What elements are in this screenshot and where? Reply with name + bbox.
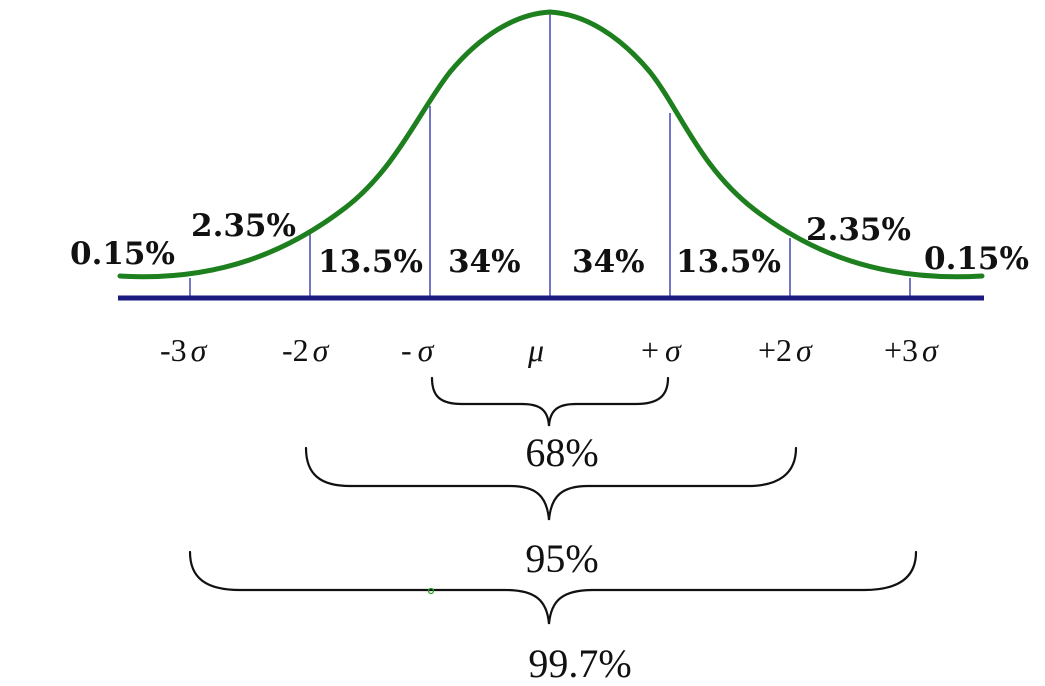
band2-right-label: 2.35%: [806, 212, 911, 248]
band2-left-label: 2.35%: [191, 208, 296, 244]
axis-label-mean: μ: [527, 332, 544, 368]
axis-label-sign: +: [641, 332, 659, 368]
two-sigma-coverage-label: 95%: [525, 536, 598, 581]
axis-labels: -3 σ -2 σ -σ μ + σ +2 σ +3 σ: [160, 332, 939, 368]
axis-label-sign: -3: [160, 332, 187, 368]
sigma-symbol: σ: [313, 332, 330, 368]
brace-one-sigma: [430, 376, 670, 427]
bell-curve: [117, 9, 985, 280]
region-labels: 0.15% 2.35% 13.5% 34% 34% 13.5% 2.35% 0.…: [70, 208, 1029, 280]
sigma-symbol: σ: [796, 332, 813, 368]
cursor-dot: [427, 587, 435, 595]
axis-label-plus-3sigma: +3 σ: [884, 332, 939, 368]
sigma-symbol: σ: [191, 332, 208, 368]
center-right-label: 34%: [572, 244, 645, 280]
axis-label-sign: +2: [758, 332, 792, 368]
band1-right-label: 13.5%: [676, 244, 781, 280]
axis-label-sign: +3: [884, 332, 918, 368]
axis-label-plus-2sigma: +2 σ: [758, 332, 813, 368]
braces: [188, 376, 918, 625]
three-sigma-coverage-label: 99.7%: [528, 641, 631, 686]
sigma-symbol: σ: [922, 332, 939, 368]
tail-right-label: 0.15%: [924, 241, 1029, 277]
sigma-symbol: σ: [665, 332, 682, 368]
divider-lines: [189, 12, 911, 298]
axis-label-plus-1sigma: + σ: [641, 332, 682, 368]
brace-labels: 68% 95% 99.7%: [525, 430, 631, 686]
band1-left-label: 13.5%: [318, 244, 423, 280]
axis-label-sign: -2: [282, 332, 309, 368]
axis-label-minus-2sigma: -2 σ: [282, 332, 330, 368]
sigma-symbol: σ: [418, 332, 435, 368]
center-left-label: 34%: [448, 244, 521, 280]
axis-label-minus-1sigma: -σ: [401, 332, 435, 368]
brace-two-sigma: [304, 446, 798, 521]
tail-left-label: 0.15%: [70, 236, 175, 272]
brace-three-sigma: [188, 550, 918, 625]
axis-label-sign: -: [401, 332, 412, 368]
axis-label-minus-3sigma: -3 σ: [160, 332, 208, 368]
one-sigma-coverage-label: 68%: [525, 430, 598, 475]
